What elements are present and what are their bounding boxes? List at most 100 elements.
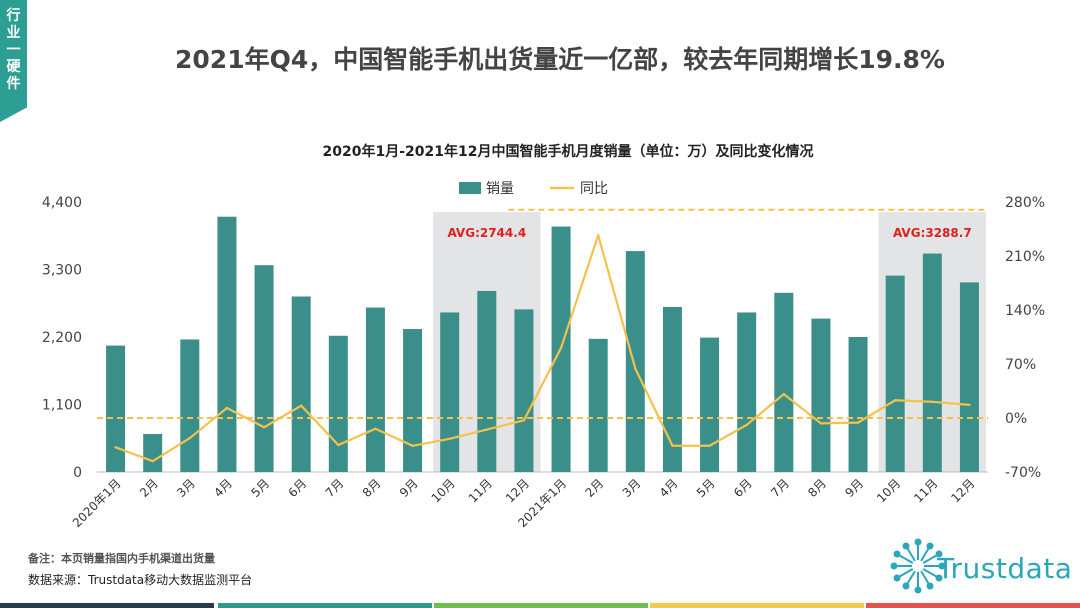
logo-text: Trustdata [937, 552, 1073, 585]
x-tick-label: 9月 [397, 476, 421, 500]
y-right-tick-label: 0% [1005, 411, 1027, 427]
line-point [374, 427, 377, 430]
line-point [782, 392, 786, 396]
x-tick-label: 7月 [768, 476, 792, 500]
bar-销量 [291, 296, 311, 472]
x-tick-label: 2月 [583, 476, 607, 500]
line-point [745, 423, 748, 427]
x-tick-label: 4月 [657, 476, 681, 500]
bar-销量 [588, 338, 608, 472]
footer-stripe [866, 603, 1080, 608]
line-point [411, 444, 414, 447]
x-tick-label: 5月 [248, 476, 272, 500]
x-tick-label: 6月 [731, 476, 755, 500]
x-tick-label: 2月 [137, 476, 161, 500]
bar-销量 [885, 275, 905, 472]
bar-销量 [440, 312, 460, 472]
y-right-tick-label: 140% [1005, 303, 1045, 319]
x-tick-label: 8月 [360, 476, 384, 500]
bar-销量 [625, 251, 645, 472]
footnote: 备注：本页销量指国内手机渠道出货量 [28, 552, 215, 565]
line-point [634, 367, 637, 370]
line-point [337, 443, 340, 447]
bar-销量 [365, 307, 385, 472]
y-left-tick-label: 3,300 [42, 263, 82, 279]
line-point [931, 400, 934, 403]
line-point [819, 422, 823, 425]
y-left-tick-label: 1,100 [42, 398, 82, 414]
legend-bar-swatch [459, 182, 481, 194]
y-right-tick-label: 70% [1005, 357, 1036, 373]
x-tick-label: 11月 [911, 476, 940, 505]
bar-销量 [922, 253, 942, 472]
trustdata-logo-icon [890, 538, 946, 594]
line-同比 [115, 234, 970, 463]
line-point [448, 437, 451, 441]
x-tick-label: 9月 [842, 476, 866, 500]
line-point [522, 419, 526, 422]
x-tick-label: 6月 [286, 476, 310, 500]
line-point [151, 460, 154, 463]
line-point [559, 346, 563, 349]
bar-销量 [180, 339, 200, 472]
line-point [188, 436, 192, 440]
legend-label: 同比 [580, 181, 608, 197]
x-tick-label: 8月 [805, 476, 829, 500]
bar-销量 [106, 345, 126, 472]
x-tick-label: 7月 [323, 476, 347, 500]
bar-销量 [737, 312, 757, 472]
line-point [708, 444, 711, 447]
line-point [114, 446, 117, 449]
line-point [856, 421, 860, 424]
bar-销量 [477, 290, 497, 472]
line-point [968, 403, 971, 407]
bar-销量 [328, 335, 348, 472]
line-point [671, 444, 674, 447]
x-tick-label: 2020年1月 [70, 476, 124, 530]
y-left-tick-label: 2,200 [42, 330, 82, 346]
x-tick-label: 5月 [694, 476, 718, 500]
bar-销量 [848, 337, 868, 472]
line-point [262, 426, 266, 429]
footer-stripe [434, 603, 648, 608]
line-point [225, 406, 229, 410]
line-point [596, 233, 600, 237]
legend-label: 销量 [486, 181, 514, 197]
bar-销量 [774, 292, 794, 472]
bar-销量 [662, 306, 682, 472]
y-right-tick-label: 280% [1005, 195, 1045, 211]
x-tick-label: 3月 [174, 476, 198, 500]
bar-销量 [811, 318, 831, 472]
x-tick-label: 4月 [211, 476, 235, 500]
bar-销量 [403, 329, 423, 472]
x-tick-label: 10月 [429, 476, 458, 505]
x-tick-label: 12月 [948, 476, 977, 505]
footer-stripe [650, 603, 864, 608]
line-point [485, 428, 489, 431]
line-point [893, 399, 897, 402]
x-tick-label: 3月 [620, 476, 644, 500]
footer-stripe [218, 603, 432, 608]
bar-销量 [959, 282, 979, 472]
chart-title: 2020年1月-2021年12月中国智能手机月度销量（单位：万）及同比变化情况 [322, 144, 814, 160]
bar-销量 [254, 265, 274, 472]
y-right-tick-label: -70% [1005, 465, 1041, 481]
y-right-tick-label: 210% [1005, 249, 1045, 265]
x-tick-label: 12月 [503, 476, 532, 505]
avg-annotation: AVG:2744.4 [447, 226, 526, 240]
bar-销量 [514, 309, 534, 472]
page-title: 2021年Q4，中国智能手机出货量近一亿部，较去年同期增长19.8% [175, 45, 945, 74]
data-source: 数据来源：Trustdata移动大数据监测平台 [28, 573, 253, 587]
bar-销量 [700, 337, 720, 472]
line-point [299, 404, 303, 407]
avg-annotation: AVG:3288.7 [893, 226, 972, 240]
y-left-tick-label: 0 [73, 465, 82, 481]
bar-销量 [217, 216, 237, 472]
category-tag-text: 行 业 一 硬 件 [6, 8, 21, 92]
y-left-tick-label: 4,400 [42, 195, 82, 211]
category-tag: 行 业 一 硬 件 [0, 0, 27, 122]
bar-销量 [143, 433, 163, 472]
x-tick-label: 11月 [466, 476, 495, 505]
x-tick-label: 10月 [874, 476, 903, 505]
